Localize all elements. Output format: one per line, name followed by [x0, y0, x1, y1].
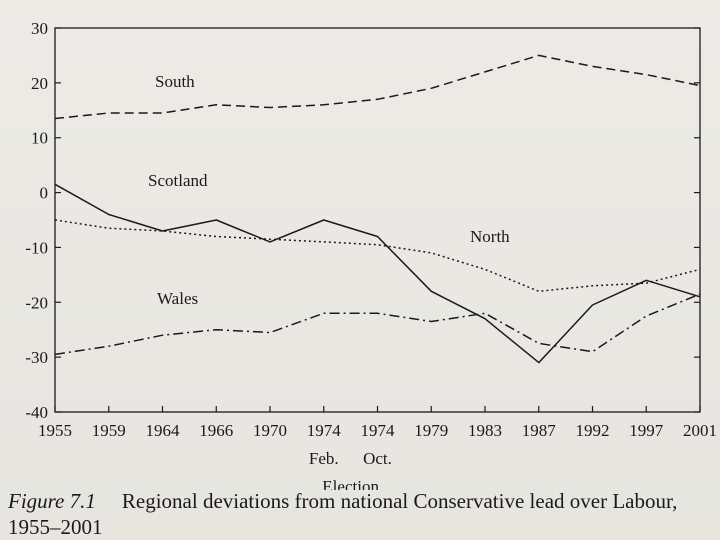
x-tick-label: 1974	[307, 421, 342, 440]
series-label-scotland: Scotland	[148, 171, 208, 190]
line-chart: -40 -30 -20 -10 0 10 20 30 1955 1959 1964 1966 1970 1…	[25, 19, 717, 490]
x-tick-label: 1997	[629, 421, 664, 440]
x-tick-label: 1979	[414, 421, 448, 440]
x-sublabel: Oct.	[363, 449, 392, 468]
x-sublabel: Feb.	[309, 449, 339, 468]
series-line-north	[54, 219, 701, 293]
series-label-south: South	[155, 72, 195, 91]
x-tick-label: 2001	[683, 421, 717, 440]
series-line-scotland	[54, 183, 701, 364]
series-line-wales	[54, 293, 701, 356]
x-tick-label: 1959	[92, 421, 126, 440]
y-tick-label: -20	[25, 293, 48, 312]
x-tick-label: 1987	[522, 421, 557, 440]
x-tick-label: 1983	[468, 421, 502, 440]
x-tick-label: 1964	[146, 421, 181, 440]
y-tick-label: -40	[25, 403, 48, 422]
y-tick-label: 10	[31, 129, 48, 148]
figure-caption-text: Regional deviations from national Conser…	[8, 489, 678, 539]
y-tick-label: -30	[25, 348, 48, 367]
series-label-north: North	[470, 227, 510, 246]
series-line-south	[54, 54, 701, 120]
x-tick-label: 1955	[38, 421, 72, 440]
x-axis-label: Election	[322, 477, 379, 490]
figure-caption: Figure 7.1 Regional deviations from natio…	[8, 488, 713, 540]
figure-number: Figure 7.1	[8, 489, 96, 513]
x-tick-label: 1974	[361, 421, 396, 440]
plot-frame	[54, 27, 701, 413]
x-tick-label: 1992	[576, 421, 610, 440]
series-label-wales: Wales	[157, 289, 198, 308]
x-tick-label: 1970	[253, 421, 287, 440]
x-tick-label: 1966	[199, 421, 233, 440]
y-tick-label: 0	[40, 184, 49, 203]
y-tick-label: -10	[25, 238, 48, 257]
y-tick-label: 20	[31, 74, 48, 93]
y-tick-label: 30	[31, 19, 48, 38]
